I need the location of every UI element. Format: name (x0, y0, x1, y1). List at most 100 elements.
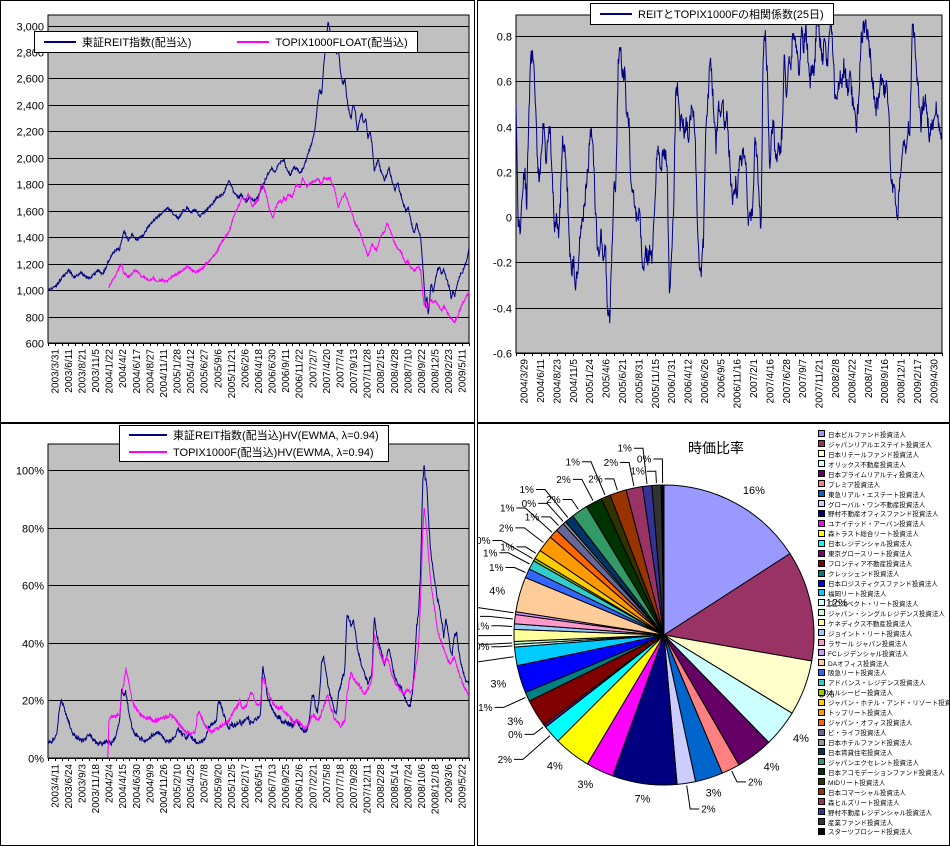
legend-item-name: 阪急リート投資法人 (828, 670, 887, 678)
x-tick-label: 2006/11/16 (733, 359, 744, 409)
legend-item-name: 日本コマーシャル投資法人 (828, 789, 906, 797)
x-tick-label: 2005/11/21 (227, 349, 238, 399)
y-tick-label: 0 (506, 213, 512, 225)
pie-label: 3% (706, 787, 722, 799)
legend-swatch-icon (818, 798, 825, 806)
pie-legend-item: ジャパンエクセレント投資法人 (818, 757, 949, 767)
x-tick-label: 2007/4/20 (322, 349, 333, 394)
pie-legend-item: アドバンス・レジデンス投資法人 (818, 677, 949, 687)
pie-legend-item: 産業ファンド投資法人 (818, 817, 949, 827)
x-tick-label: 2003/3/31 (50, 349, 61, 394)
pie-leader-line (731, 770, 746, 783)
price-index-chart: 東証REIT指数(配当込) TOPIX1000FLOAT(配当込) 3,000 2… (0, 0, 475, 423)
pie-legend-item: 日本賃貸住宅投資法人 (818, 747, 949, 757)
x-tick-label: 2007/9/28 (349, 764, 360, 809)
x-tick-label: 2008/2/28 (376, 764, 387, 809)
legend-swatch-icon (818, 569, 825, 577)
pie-leader-line (499, 552, 530, 565)
reit-line-sample-icon (44, 41, 76, 43)
x-tick-label: 2005/6/27 (200, 349, 211, 394)
x-tick-label: 2006/7/13 (268, 764, 279, 809)
x-tick-label: 2008/7/10 (403, 349, 414, 394)
pie-leader-line (541, 516, 559, 526)
pie-svg: 16%12%6%4%4%2%3%2%7%3%4%2%0%3%1%3%2%0%0%… (478, 444, 848, 816)
legend-swatch-icon (818, 500, 825, 508)
pie-label: 1% (500, 503, 515, 514)
pie-leader-line (491, 645, 513, 648)
y-tick-label: 2,200 (16, 127, 44, 139)
pie-leader-line (620, 462, 635, 487)
legend-swatch-icon (818, 599, 825, 607)
pie-leader-line (536, 489, 569, 518)
legend-swatch-icon (818, 619, 825, 627)
series-line-0 (515, 15, 943, 324)
pie-label: 2% (556, 475, 571, 486)
legend-entry-topix-hv: TOPIX1000F(配当込)HV(EWMA, λ=0.94) (129, 444, 374, 460)
pie-leader-line (514, 735, 551, 760)
legend-entry-reit-hv: 東証REIT指数(配当込)HV(EWMA, λ=0.94) (129, 427, 379, 443)
y-tick-label: 20% (22, 696, 44, 708)
x-tick-label: 2008/9/16 (880, 359, 891, 404)
legend-swatch-icon (818, 430, 825, 438)
pie-slice-40 (660, 484, 665, 636)
x-tick-label: 2004/6/11 (536, 359, 547, 403)
legend-item-name: 森ヒルズリート投資法人 (828, 799, 900, 807)
pie-leader-line (478, 656, 514, 663)
pie-legend-item: トップリート投資法人 (818, 707, 949, 717)
pie-label: 3% (577, 779, 593, 791)
legend-label: TOPIX1000FLOAT(配当込) (275, 37, 408, 49)
pie-leader-line (524, 726, 544, 735)
legend-swatch-icon (818, 549, 825, 557)
pie-leader-line (491, 625, 513, 627)
pie-leader-line (516, 546, 537, 554)
x-tick-label: 2008/12/1 (897, 359, 908, 404)
pie-label: 1% (478, 703, 493, 714)
market-cap-pie-chart: 時価比率 日本ビルファンド投資法人 ジャパンリアルエステイト投資法人 日本リテールフ… (477, 423, 950, 846)
pie-legend-item: プレミア投資法人 (818, 479, 949, 489)
pie-legend-item: 森トラスト総合リート投資法人 (818, 528, 949, 538)
series-line-1 (107, 507, 470, 758)
x-tick-label: 2006/5/1 (254, 764, 265, 803)
pie-legend-item: 阪急リート投資法人 (818, 668, 949, 678)
pie-label: 1% (478, 621, 489, 632)
pie-label: 1% (489, 563, 504, 574)
pie-legend-item: グローバル・ワン不動産投資法人 (818, 499, 949, 509)
pie-label: 0% (508, 730, 523, 741)
legend-swatch-icon (818, 698, 825, 706)
legend-item-name: スターツプロシード投資法人 (828, 829, 913, 837)
y-tick-label: 600 (26, 339, 44, 351)
legend-swatch-icon (818, 480, 825, 488)
x-tick-label: 2008/7/4 (864, 359, 875, 398)
pie-legend-item: MIDリート投資法人 (818, 777, 949, 787)
pie-label: 2% (588, 474, 603, 485)
pie-label: 12% (826, 597, 848, 609)
x-tick-label: 2006/1/31 (667, 359, 678, 404)
legend-item-name: クレッシェンド投資法人 (828, 571, 900, 579)
pie-label: 2% (499, 523, 514, 534)
pie-label: 0% (478, 536, 491, 547)
legend-item-name: 日本プライムリアルティ投資法人 (828, 471, 925, 479)
legend-swatch-icon (818, 827, 825, 835)
correlation-svg: 0.8 0.6 0.4 0.2 0 -0.2 -0.4 -0.6 2004/3/29 2004/6… (493, 14, 943, 409)
pie-legend-item: 日本コマーシャル投資法人 (818, 787, 949, 797)
x-tick-label: 2006/4/12 (684, 359, 695, 404)
y-tick-label: 0% (28, 754, 44, 766)
x-tick-label: 2005/6/21 (618, 359, 629, 404)
pie-leader-line (653, 458, 664, 484)
x-tick-label: 2009/2/17 (913, 359, 924, 404)
legend-swatch-icon (818, 649, 825, 657)
x-tick-label: 2009/5/22 (458, 764, 469, 809)
x-tick-label: 2008/5/14 (390, 764, 401, 809)
x-tick-label: 2007/4/16 (765, 359, 776, 404)
pie-legend-item: プロスペクト・リート投資法人 (818, 598, 949, 608)
legend-label: 東証REIT指数(配当込)HV(EWMA, λ=0.94) (173, 430, 379, 442)
pie-label: 1% (566, 457, 581, 468)
legend-swatch-icon (818, 808, 825, 816)
x-tick-label: 2004/1/22 (105, 349, 116, 394)
y-tick-label: 0.4 (497, 123, 512, 135)
pie-label: 1% (520, 485, 535, 496)
pie-slices (513, 484, 815, 786)
y-tick-label: 1,000 (16, 286, 44, 298)
x-tick-label: 2007/12/11 (363, 764, 374, 814)
x-tick-label: 2007/2/7 (308, 349, 319, 388)
